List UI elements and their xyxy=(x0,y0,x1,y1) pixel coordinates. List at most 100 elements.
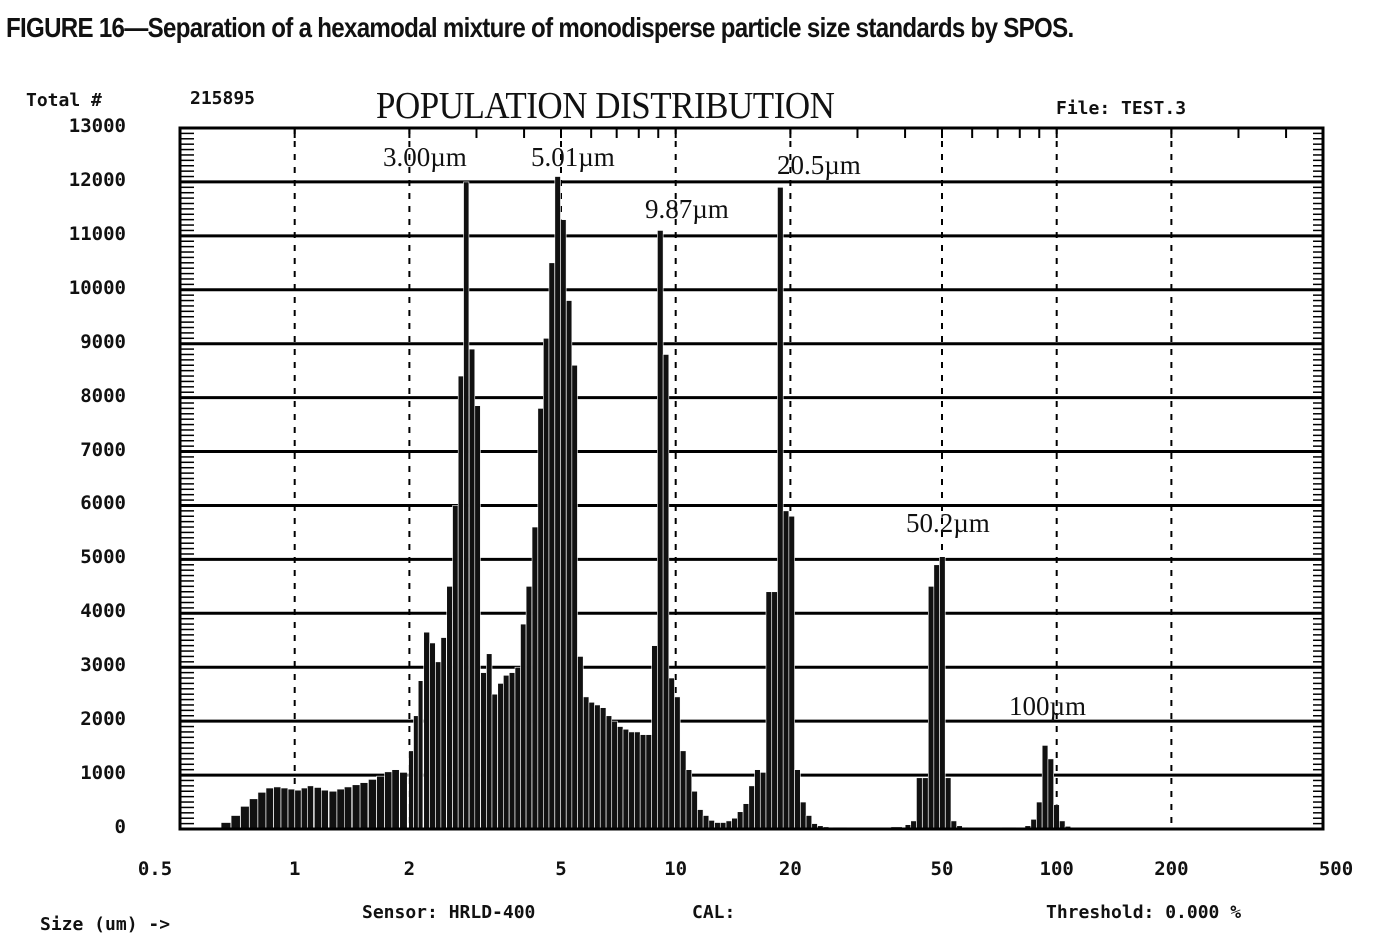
y-tick-label: 4000 xyxy=(80,600,126,623)
histogram-bar xyxy=(328,790,338,830)
histogram-bar xyxy=(571,364,578,830)
histogram-bar xyxy=(497,683,504,830)
histogram-bar xyxy=(759,772,767,830)
histogram-bar xyxy=(583,696,590,830)
y-tick-label: 11000 xyxy=(68,222,126,245)
histogram-bar xyxy=(617,726,624,830)
histogram-bar xyxy=(429,642,436,830)
histogram-bar xyxy=(321,789,329,830)
histogram-bar xyxy=(520,623,527,830)
histogram-bar xyxy=(1041,745,1049,830)
histogram-bar xyxy=(771,591,778,830)
histogram-bar xyxy=(674,696,681,830)
total-count-label: Total # xyxy=(26,90,102,111)
histogram-bar xyxy=(463,181,470,830)
histogram-bar xyxy=(645,734,652,830)
histogram-bar xyxy=(922,777,929,830)
x-tick-label: 100 xyxy=(1039,858,1074,880)
y-tick-label: 8000 xyxy=(80,384,126,407)
histogram-bar xyxy=(685,769,693,830)
histogram-bar xyxy=(543,337,550,830)
histogram-bar xyxy=(480,672,487,830)
sensor-label: Sensor: HRLD-400 xyxy=(362,902,536,923)
histogram-bar xyxy=(599,707,607,830)
histogram-bar xyxy=(537,408,544,830)
x-tick-label: 1 xyxy=(288,858,301,880)
histogram-bar xyxy=(782,510,790,830)
y-tick-label: 3000 xyxy=(80,654,126,677)
histogram-bar xyxy=(514,666,521,830)
histogram-bar xyxy=(313,787,322,830)
x-tick-label: 0.5 xyxy=(137,858,173,880)
y-tick-label: 5000 xyxy=(80,546,126,569)
y-tick-label: 10000 xyxy=(68,276,126,299)
histogram-bar xyxy=(249,798,259,830)
histogram-bar xyxy=(742,803,750,830)
histogram-bar xyxy=(611,720,618,830)
histogram-bar xyxy=(457,375,464,830)
x-tick-label: 500 xyxy=(1318,858,1354,880)
histogram-bar xyxy=(577,656,584,830)
histogram-bar xyxy=(265,787,274,830)
histogram-bar xyxy=(927,586,935,830)
histogram-bar xyxy=(777,187,784,830)
histogram-bar xyxy=(639,734,647,830)
histogram-bar xyxy=(668,677,675,830)
file-label: File: TEST.3 xyxy=(1056,98,1187,119)
histogram-bar xyxy=(731,817,738,830)
histogram-bar xyxy=(376,775,385,830)
histogram-bar xyxy=(300,787,308,830)
histogram-bar xyxy=(748,785,755,830)
histogram-bar xyxy=(560,219,567,830)
histogram-bar xyxy=(1036,801,1043,830)
chart-title: POPULATION DISTRIBUTION xyxy=(376,85,835,127)
histogram-bar xyxy=(622,728,630,830)
histogram-bar xyxy=(344,786,352,830)
y-tick-label: 12000 xyxy=(68,168,126,191)
x-tick-label: 20 xyxy=(778,858,802,880)
histogram-bar xyxy=(945,777,952,830)
histogram-bar xyxy=(423,631,430,830)
histogram-bar xyxy=(939,556,946,830)
histogram-bar xyxy=(805,815,813,830)
histogram-bar xyxy=(679,750,687,830)
total-count-value: 215895 xyxy=(190,88,256,109)
histogram-bar xyxy=(230,815,241,830)
histogram-bar xyxy=(413,715,419,830)
histogram-bar xyxy=(491,693,498,830)
histogram-bar xyxy=(486,653,493,830)
histogram-bar xyxy=(916,777,923,830)
histogram-bar xyxy=(399,772,408,830)
histogram-bar xyxy=(273,786,282,830)
histogram-bar xyxy=(446,586,453,830)
x-tick-label: 50 xyxy=(930,858,954,880)
histogram-bar xyxy=(351,784,361,830)
histogram-bar xyxy=(452,505,459,830)
histogram-bar xyxy=(800,801,807,830)
histogram-bar xyxy=(1053,804,1060,830)
histogram-bar xyxy=(240,806,250,830)
histogram-bar xyxy=(691,790,698,830)
histogram-bar xyxy=(697,809,704,830)
histogram-bar xyxy=(651,645,658,830)
histogram-bar xyxy=(794,769,801,830)
histogram-bar xyxy=(754,769,761,830)
peak-label-3um: 3.00µm xyxy=(383,142,467,172)
histogram-bar xyxy=(280,787,289,830)
histogram-bar xyxy=(474,405,481,830)
histogram-bar xyxy=(525,586,533,830)
histogram-bar xyxy=(287,788,295,830)
histogram-bar xyxy=(788,515,795,830)
y-tick-label: 0 xyxy=(114,816,126,838)
y-tick-label: 2000 xyxy=(80,708,126,731)
histogram-bar xyxy=(737,811,744,830)
x-tick-label: 200 xyxy=(1154,858,1189,880)
histogram-bar xyxy=(565,300,573,830)
histogram-bar xyxy=(765,591,773,830)
y-tick-label: 7000 xyxy=(80,438,126,461)
histogram-bar xyxy=(548,262,555,830)
histogram-bar xyxy=(503,675,510,830)
histogram-bar xyxy=(294,789,302,830)
histogram-bar xyxy=(435,661,442,830)
